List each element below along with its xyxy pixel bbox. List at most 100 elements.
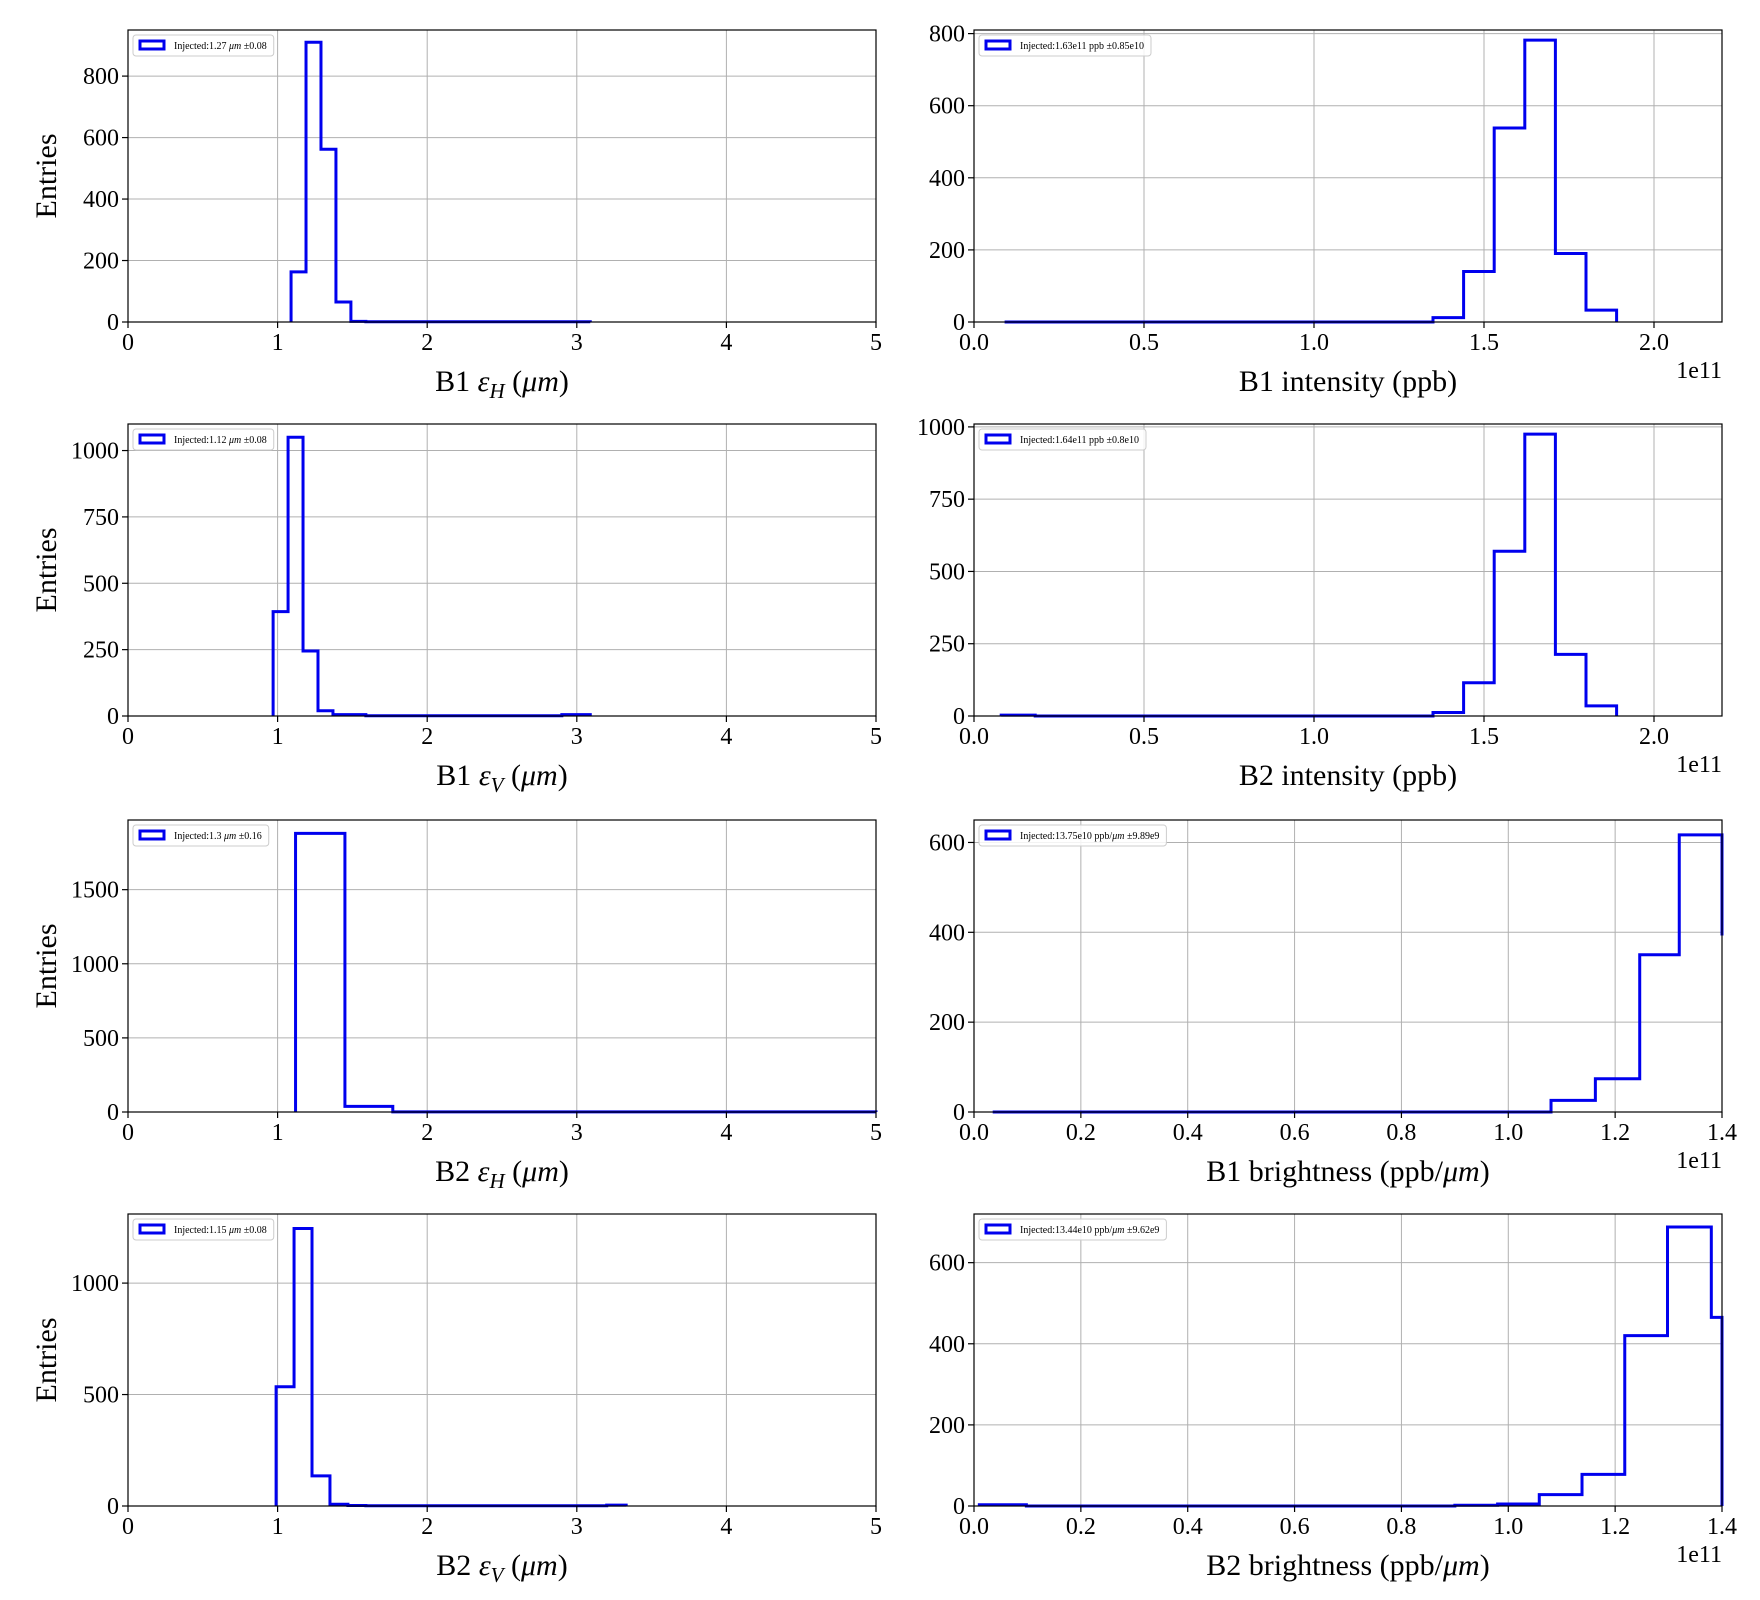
y-tick-label: 600 <box>929 830 965 856</box>
y-tick-label: 600 <box>929 1251 965 1277</box>
legend: Injected:13.44e10 ppb/μm ±9.62e9 <box>978 1218 1167 1241</box>
x-tick-label: 1.4 <box>1707 1120 1737 1146</box>
x-axis-label: B1 εV (μm) <box>436 759 567 797</box>
y-tick-label: 500 <box>83 1383 119 1409</box>
histogram-bin <box>1582 1474 1625 1506</box>
x-tick-label: 0 <box>122 724 134 750</box>
x-tick-label: 0.2 <box>1066 1514 1096 1540</box>
legend-label: Injected:13.44e10 ppb/μm ±9.62e9 <box>1020 1225 1159 1236</box>
legend-box <box>978 1218 1167 1241</box>
y-tick-label: 600 <box>929 94 965 120</box>
x-tick-label: 1.5 <box>1469 330 1499 356</box>
x-tick-label: 2 <box>421 724 433 750</box>
x-tick-label: 3 <box>571 724 583 750</box>
x-tick-label: 3 <box>571 330 583 356</box>
legend-box <box>132 824 270 847</box>
y-tick-label: 0 <box>107 310 119 336</box>
histogram-bin <box>1625 1336 1668 1506</box>
y-tick-label: 1000 <box>71 1271 119 1297</box>
x-tick-label: 4 <box>720 330 732 356</box>
x-tick-label: 1.0 <box>1493 1514 1523 1540</box>
x-tick-label: 5 <box>870 724 882 750</box>
histogram-series-b2-brightness <box>977 1225 1724 1508</box>
legend-label: Injected:1.15 μm ±0.08 <box>174 1225 267 1236</box>
legend: Injected:1.15 μm ±0.08 <box>132 1218 275 1241</box>
legend-box <box>978 428 1147 451</box>
x-tick-label: 1 <box>272 1120 284 1146</box>
x-tick-label: 4 <box>720 1120 732 1146</box>
histogram-series-b1-ev <box>271 435 592 718</box>
plot-frame <box>127 819 877 1113</box>
legend-box <box>978 824 1167 847</box>
legend-swatch <box>984 1223 1012 1235</box>
legend-swatch <box>138 829 166 841</box>
x-tick-label: 4 <box>720 724 732 750</box>
y-axis-label: Entries <box>30 134 63 219</box>
x-tick-label: 0 <box>122 330 134 356</box>
x-tick-label: 0.0 <box>959 1120 989 1146</box>
histogram-bin <box>1668 1227 1712 1506</box>
x-axis-label: B2 brightness (ppb/μm) <box>1206 1549 1489 1582</box>
y-tick-label: 1000 <box>917 415 965 441</box>
y-axis-label: Entries <box>30 924 63 1009</box>
x-axis-label: B1 brightness (ppb/μm) <box>1206 1155 1489 1188</box>
legend-swatch <box>138 39 166 51</box>
y-axis-label: Entries <box>30 528 63 613</box>
x-tick-label: 5 <box>870 1120 882 1146</box>
x-tick-label: 1.2 <box>1600 1120 1630 1146</box>
x-offset-text: 1e11 <box>1676 752 1722 778</box>
legend-swatch <box>138 433 166 445</box>
y-tick-label: 400 <box>929 920 965 946</box>
y-tick-label: 0 <box>107 704 119 730</box>
x-tick-label: 1 <box>272 724 284 750</box>
x-tick-label: 0.0 <box>959 330 989 356</box>
x-tick-label: 0.4 <box>1173 1120 1203 1146</box>
legend-swatch <box>984 829 1012 841</box>
x-tick-label: 5 <box>870 330 882 356</box>
y-tick-label: 400 <box>929 1332 965 1358</box>
x-tick-label: 0.0 <box>959 724 989 750</box>
y-tick-label: 750 <box>929 487 965 513</box>
y-tick-label: 400 <box>83 187 119 213</box>
y-tick-label: 750 <box>83 505 119 531</box>
y-tick-label: 200 <box>929 238 965 264</box>
x-tick-label: 2 <box>421 1514 433 1540</box>
x-offset-text: 1e11 <box>1676 358 1722 384</box>
histogram-series-b1-intensity <box>1004 38 1619 324</box>
legend: Injected:1.12 μm ±0.08 <box>132 428 275 451</box>
legend-box <box>132 34 275 57</box>
plot-frame <box>127 423 877 717</box>
x-tick-label: 0 <box>122 1120 134 1146</box>
legend-box <box>978 34 1152 57</box>
x-tick-label: 2.0 <box>1639 330 1669 356</box>
x-tick-label: 0.5 <box>1129 330 1159 356</box>
y-tick-label: 200 <box>929 1413 965 1439</box>
x-tick-label: 0.2 <box>1066 1120 1096 1146</box>
y-tick-label: 250 <box>929 632 965 658</box>
y-tick-label: 0 <box>953 310 965 336</box>
x-tick-label: 5 <box>870 1514 882 1540</box>
legend: Injected:1.64e11 ppb ±0.8e10 <box>978 428 1147 451</box>
x-tick-label: 0.0 <box>959 1514 989 1540</box>
y-tick-label: 800 <box>929 22 965 48</box>
legend-label: Injected:1.12 μm ±0.08 <box>174 435 267 446</box>
x-tick-label: 0.6 <box>1280 1120 1310 1146</box>
legend: Injected:1.27 μm ±0.08 <box>132 34 275 57</box>
y-tick-label: 1000 <box>71 952 119 978</box>
x-tick-label: 1.0 <box>1299 724 1329 750</box>
legend-label: Injected:1.3 μm ±0.16 <box>174 831 262 842</box>
x-tick-label: 1.0 <box>1493 1120 1523 1146</box>
legend: Injected:13.75e10 ppb/μm ±9.89e9 <box>978 824 1167 847</box>
y-tick-label: 500 <box>929 559 965 585</box>
legend-swatch <box>984 39 1012 51</box>
legend-swatch <box>138 1223 166 1235</box>
y-tick-label: 0 <box>953 1100 965 1126</box>
x-offset-text: 1e11 <box>1676 1148 1722 1174</box>
x-tick-label: 0.5 <box>1129 724 1159 750</box>
